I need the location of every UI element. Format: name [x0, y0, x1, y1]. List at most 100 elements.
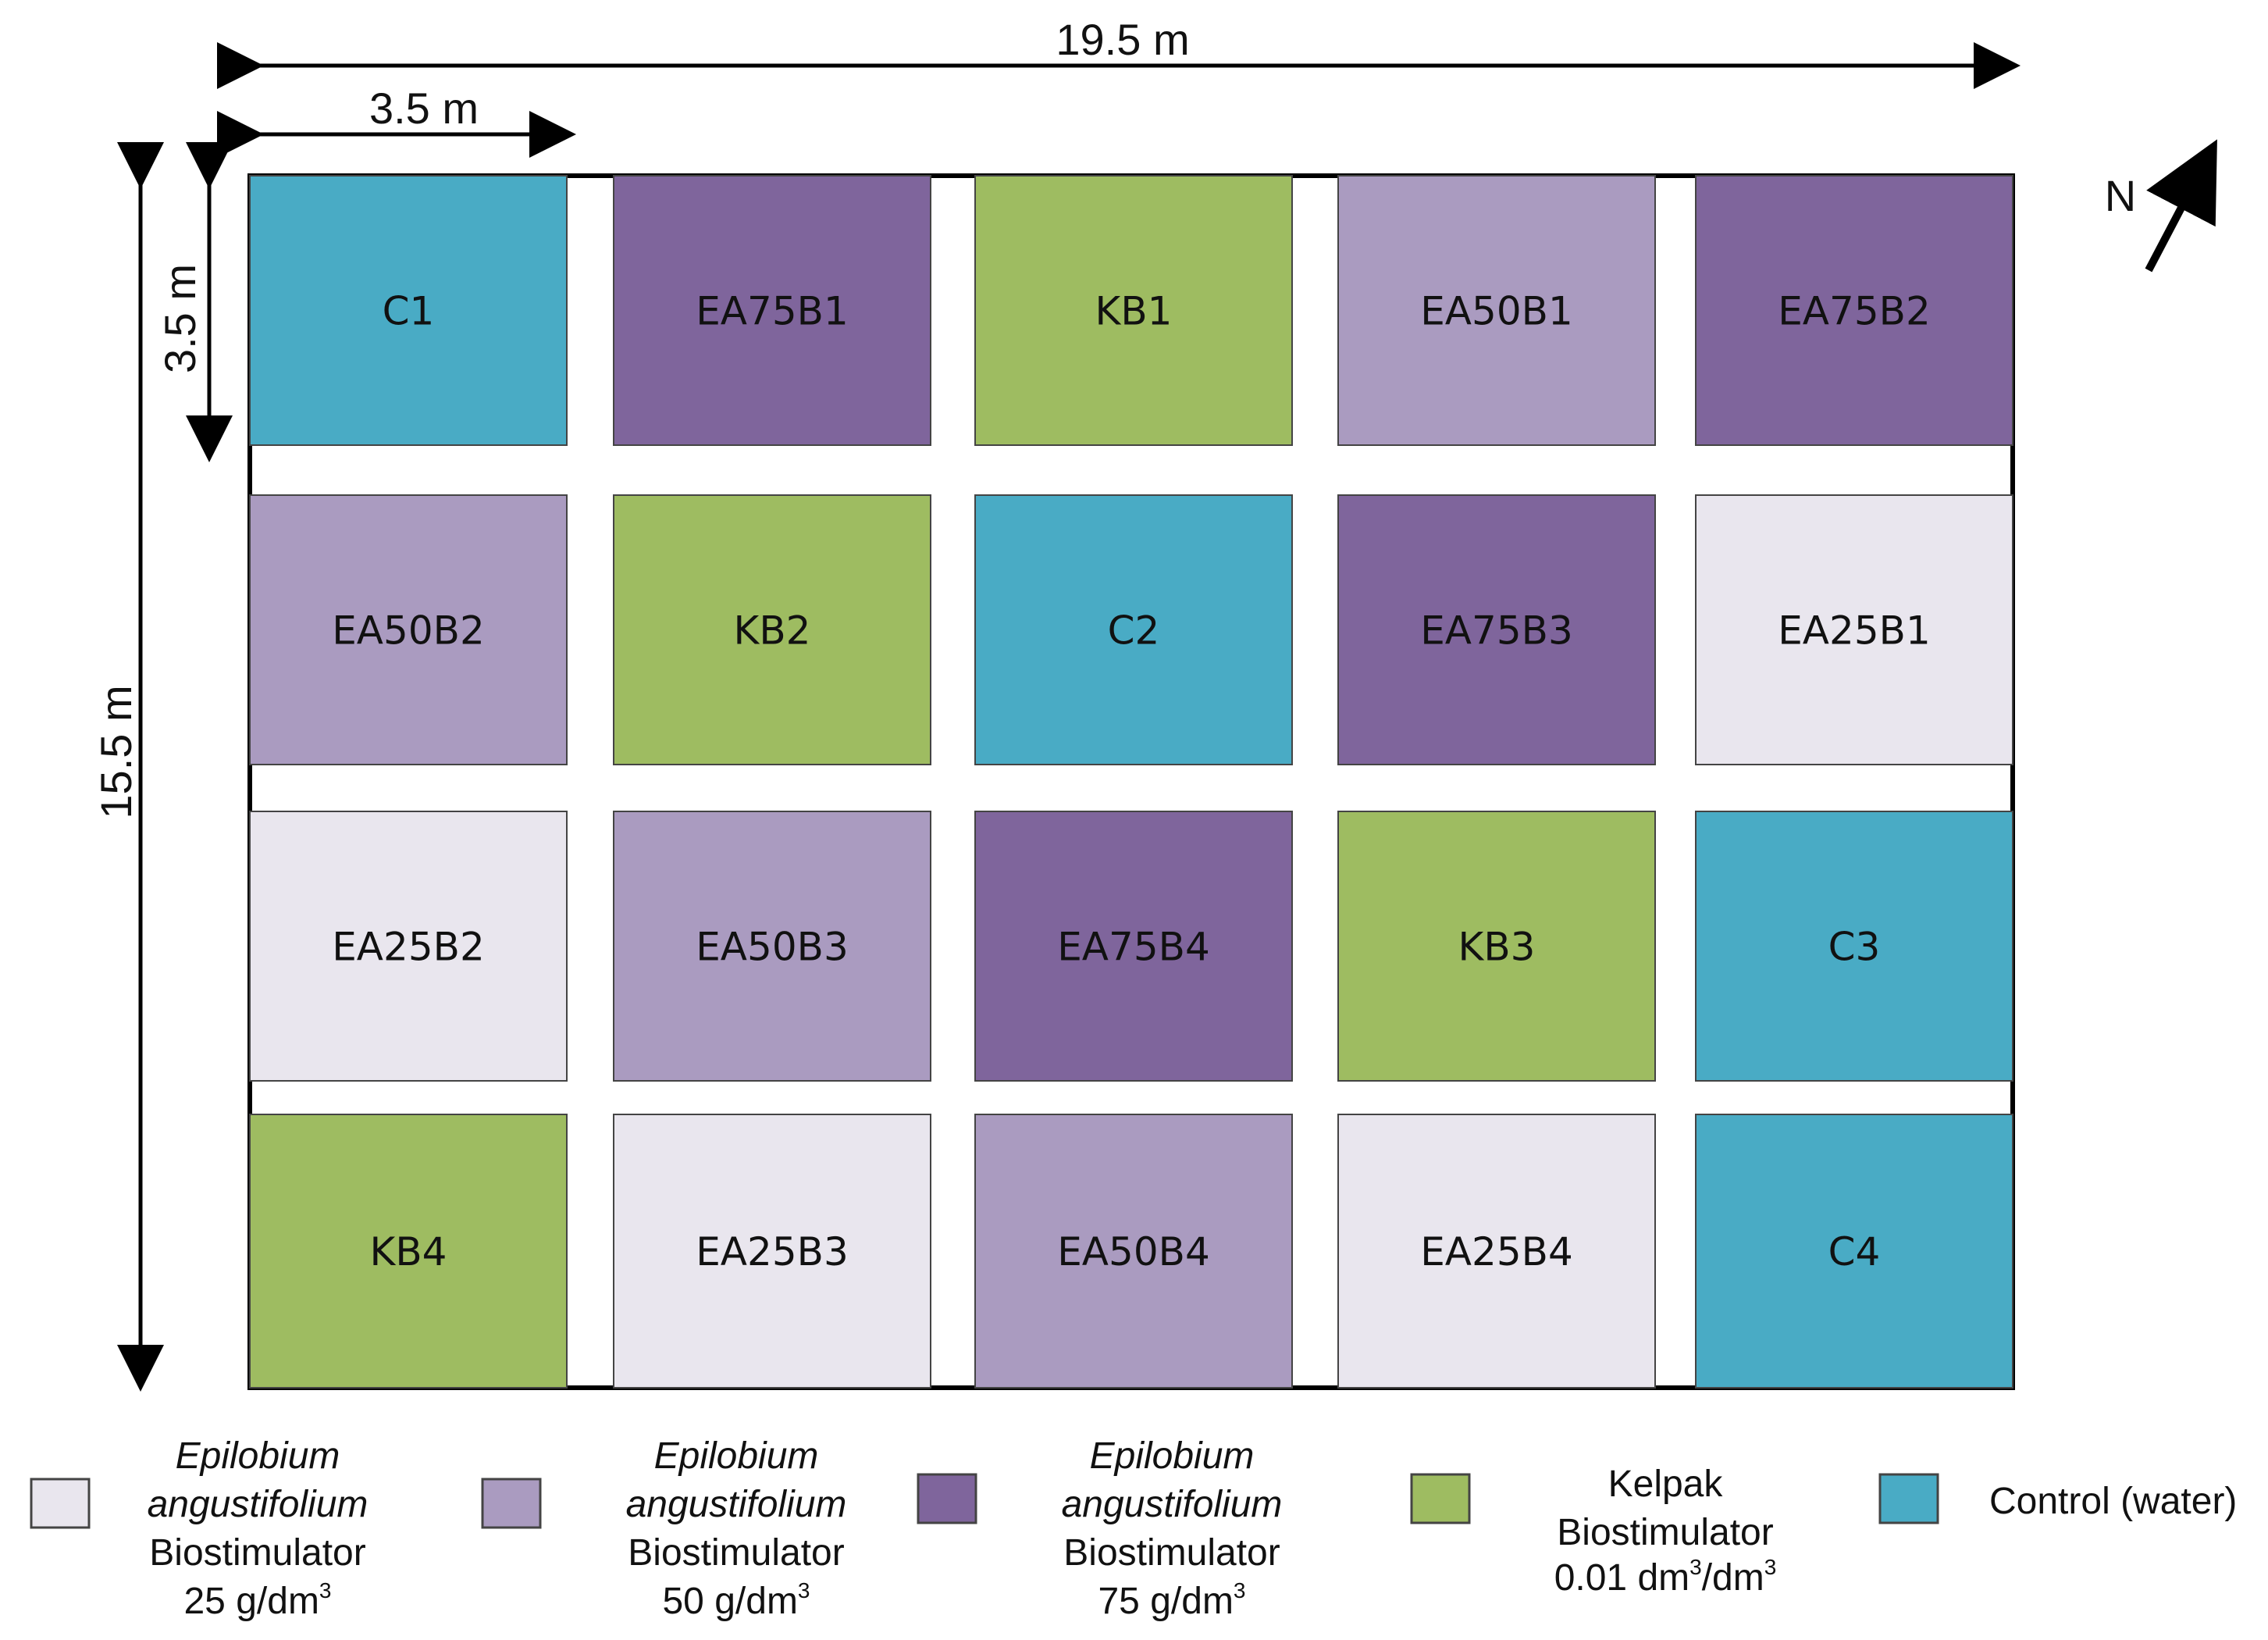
dimension-total-width: 19.5 m — [217, 15, 2021, 89]
legend-rate: 0.01 dm3/dm3 — [1554, 1555, 1777, 1599]
plot-ea25b1: EA25B1 — [1695, 494, 2013, 765]
plot-ea75b3: EA75B3 — [1337, 494, 1656, 765]
plot-cell — [613, 811, 931, 1082]
plot-cell — [974, 494, 1293, 765]
north-arrow-icon — [2145, 139, 2217, 273]
legend-item-control: Control (water) — [1878, 1473, 2237, 1524]
plot-label: C3 — [1828, 925, 1881, 970]
legend-text-line: Biostimulator — [1557, 1512, 1773, 1553]
plot-cell — [1337, 175, 1656, 446]
plot-ea50b2: EA50B2 — [249, 494, 568, 765]
plot-kb1: KB1 — [974, 175, 1293, 446]
plot-label: EA50B4 — [1057, 1229, 1210, 1275]
plot-label: EA75B4 — [1057, 925, 1210, 970]
plot-label: EA25B3 — [696, 1229, 849, 1275]
legend-text-line: Kelpak — [1608, 1464, 1724, 1505]
plot-cell — [1695, 811, 2013, 1082]
plot-label: EA75B1 — [696, 289, 849, 334]
dimension-plot-height-label: 3.5 m — [155, 264, 205, 373]
legend-swatch — [1878, 1473, 1939, 1524]
plot-label: KB1 — [1095, 289, 1173, 334]
plot-ea75b2: EA75B2 — [1695, 175, 2013, 446]
plot-cell — [613, 175, 931, 446]
plot-ea75b4: EA75B4 — [974, 811, 1293, 1082]
legend-swatch — [917, 1473, 977, 1524]
legend-text-line: Control (water) — [1989, 1481, 2237, 1522]
legend-rate-superscript: 3 — [1689, 1555, 1702, 1579]
dimension-plot-height: 3.5 m — [155, 142, 233, 462]
plot-cell — [249, 175, 568, 446]
north-compass: N — [2105, 139, 2217, 273]
legend-text-line: Biostimulator — [149, 1532, 365, 1574]
plot-grid: C1 EA75B1 KB1 EA50B1 EA75B2 EA50B2 KB2 C2 EA75B3… — [249, 175, 2013, 1389]
legend-text-line: Epilobium — [176, 1435, 340, 1477]
legend-text-line: Biostimulator — [628, 1532, 844, 1574]
plot-cell — [1337, 811, 1656, 1082]
plot-cell — [1695, 494, 2013, 765]
legend-text-line: angustifolium — [626, 1484, 847, 1525]
plot-c1: C1 — [249, 175, 568, 446]
plot-label: C1 — [383, 289, 435, 334]
legend-text-line: Epilobium — [1090, 1435, 1255, 1477]
legend-swatch — [481, 1478, 542, 1529]
plot-label: KB4 — [370, 1229, 447, 1275]
legend-superscript: 3 — [319, 1578, 332, 1603]
plot-kb2: KB2 — [613, 494, 931, 765]
plot-ea25b2: EA25B2 — [249, 811, 568, 1082]
legend-text-line: 25 g/dm3 — [183, 1578, 331, 1622]
plot-ea75b1: EA75B1 — [613, 175, 931, 446]
dimension-total-width-label: 19.5 m — [1056, 15, 1189, 64]
legend-text-line: 50 g/dm3 — [662, 1578, 810, 1622]
legend-rate-superscript: 3 — [1764, 1555, 1777, 1579]
legend-text-line: 75 g/dm3 — [1098, 1578, 1245, 1622]
dimension-total-height: 15.5 m — [91, 142, 164, 1392]
plot-label: EA25B2 — [332, 925, 485, 970]
plot-label: EA75B2 — [1778, 289, 1931, 334]
dimension-plot-width-label: 3.5 m — [369, 84, 479, 133]
plot-cell — [249, 494, 568, 765]
dimension-plot-width: 3.5 m — [217, 84, 576, 158]
plot-label: KB3 — [1458, 925, 1536, 970]
plot-label: EA50B3 — [696, 925, 849, 970]
plot-cell — [249, 811, 568, 1082]
legend-swatch — [1410, 1473, 1471, 1524]
plot-ea50b3: EA50B3 — [613, 811, 931, 1082]
plot-ea50b4: EA50B4 — [974, 1114, 1293, 1389]
plot-label: EA25B4 — [1420, 1229, 1573, 1275]
legend-text-line: angustifolium — [1062, 1484, 1283, 1525]
legend-swatch — [30, 1478, 91, 1529]
plot-cell — [613, 1114, 931, 1389]
plot-label: EA25B1 — [1778, 608, 1931, 654]
legend-superscript: 3 — [798, 1578, 810, 1603]
plot-kb3: KB3 — [1337, 811, 1656, 1082]
plot-ea25b3: EA25B3 — [613, 1114, 931, 1389]
legend-text-line: Epilobium — [654, 1435, 819, 1477]
plot-cell — [974, 175, 1293, 446]
plot-cell — [613, 494, 931, 765]
plot-label: C4 — [1828, 1229, 1881, 1275]
plot-label: C2 — [1108, 608, 1160, 654]
legend-text-line: Biostimulator — [1063, 1532, 1280, 1574]
plot-cell — [974, 811, 1293, 1082]
plot-cell — [1695, 175, 2013, 446]
plot-cell — [249, 1114, 568, 1389]
plot-label: EA50B1 — [1420, 289, 1573, 334]
legend-rate-middle: /dm — [1702, 1557, 1764, 1599]
plot-c4: C4 — [1695, 1114, 2013, 1389]
legend-superscript: 3 — [1234, 1578, 1246, 1603]
plot-label: EA50B2 — [332, 608, 485, 654]
plot-kb4: KB4 — [249, 1114, 568, 1389]
plot-cell — [1337, 494, 1656, 765]
plot-c3: C3 — [1695, 811, 2013, 1082]
plot-cell — [974, 1114, 1293, 1389]
plot-label: EA75B3 — [1420, 608, 1573, 654]
legend-text-line: angustifolium — [148, 1484, 369, 1525]
plot-c2: C2 — [974, 494, 1293, 765]
plot-ea25b4: EA25B4 — [1337, 1114, 1656, 1389]
plot-cell — [1695, 1114, 2013, 1389]
dimension-total-height-label: 15.5 m — [91, 685, 141, 818]
